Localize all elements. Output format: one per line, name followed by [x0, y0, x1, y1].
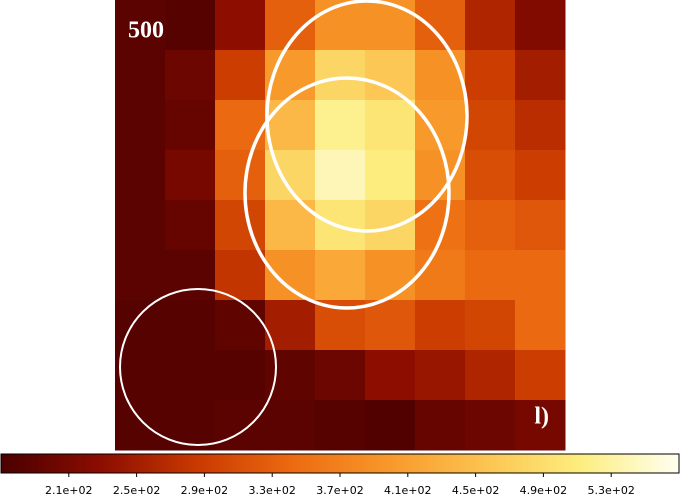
cell — [515, 300, 566, 351]
cell — [465, 200, 516, 251]
tick-label: 2.5e+02 — [113, 484, 160, 497]
cell — [215, 200, 266, 251]
cell — [365, 100, 416, 151]
cell — [265, 350, 316, 401]
cell — [365, 200, 416, 251]
tick-label: 3.7e+02 — [316, 484, 363, 497]
cell — [365, 400, 416, 451]
cell — [465, 350, 516, 401]
cell — [265, 250, 316, 301]
tick-label: 5.3e+02 — [587, 484, 634, 497]
cell — [465, 100, 516, 151]
cell — [315, 0, 366, 51]
cell — [465, 50, 516, 101]
cell — [115, 250, 166, 301]
cell — [515, 200, 566, 251]
cell — [115, 350, 166, 401]
cell — [365, 350, 416, 401]
cell — [365, 300, 416, 351]
cell — [365, 250, 416, 301]
cell — [315, 350, 366, 401]
tick-label: 4.9e+02 — [520, 484, 567, 497]
cell — [215, 50, 266, 101]
cell — [165, 400, 216, 451]
cell — [515, 0, 566, 51]
cell — [165, 100, 216, 151]
cell — [515, 150, 566, 201]
circle — [119, 288, 277, 446]
cell — [515, 250, 566, 301]
cell — [165, 150, 216, 201]
cell — [415, 350, 466, 401]
cell — [415, 50, 466, 101]
cell — [415, 0, 466, 51]
cell — [215, 250, 266, 301]
circle — [243, 76, 451, 310]
colorbar — [0, 453, 680, 474]
cell — [265, 300, 316, 351]
cell — [315, 250, 366, 301]
cell — [165, 0, 216, 51]
cell — [365, 150, 416, 201]
cell — [115, 50, 166, 101]
cell — [215, 300, 266, 351]
cell — [165, 350, 216, 401]
colorbar-ticks: 2.1e+02 2.5e+02 2.9e+02 3.3e+02 3.7e+02 4.1e+… — [45, 473, 635, 497]
cell — [215, 400, 266, 451]
annotation: 500 — [128, 18, 164, 44]
cell — [165, 50, 216, 101]
cell — [515, 400, 566, 451]
cell — [115, 100, 166, 151]
cell — [115, 150, 166, 201]
cell — [515, 100, 566, 151]
cell — [215, 150, 266, 201]
cell — [315, 50, 366, 101]
cell — [465, 150, 516, 201]
cell — [465, 400, 516, 451]
cell — [215, 0, 266, 51]
cell — [365, 0, 416, 51]
cell — [365, 50, 416, 101]
cell — [415, 250, 466, 301]
cell — [115, 200, 166, 251]
tick-label: 2.9e+02 — [181, 484, 228, 497]
cell — [315, 400, 366, 451]
tick-label: 3.3e+02 — [248, 484, 295, 497]
cell — [115, 300, 166, 351]
cell — [415, 300, 466, 351]
tick-label: 4.5e+02 — [452, 484, 499, 497]
cell — [465, 250, 516, 301]
tick-label: 2.1e+02 — [45, 484, 92, 497]
cell — [115, 400, 166, 451]
cell — [215, 350, 266, 401]
cell — [265, 100, 316, 151]
cell — [265, 400, 316, 451]
cell — [415, 400, 466, 451]
region-circles — [119, 0, 469, 446]
cell — [115, 0, 166, 51]
annotation: l) — [534, 404, 549, 430]
cell — [465, 300, 516, 351]
cell — [515, 350, 566, 401]
tick-label: 4.1e+02 — [384, 484, 431, 497]
cell — [515, 50, 566, 101]
cell — [165, 300, 216, 351]
cell — [315, 150, 366, 201]
cell — [465, 0, 516, 51]
circle — [265, 0, 469, 233]
cell — [215, 100, 266, 151]
cell — [165, 200, 216, 251]
cell — [315, 100, 366, 151]
